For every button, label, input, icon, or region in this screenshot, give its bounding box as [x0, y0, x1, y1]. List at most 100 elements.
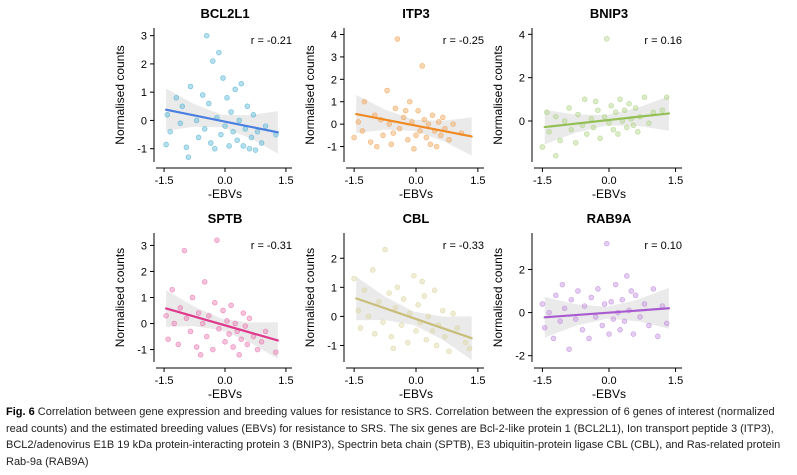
- data-point: [195, 134, 202, 141]
- data-point: [568, 296, 575, 303]
- data-point: [355, 119, 362, 125]
- data-point: [365, 313, 372, 320]
- data-point: [586, 335, 592, 342]
- data-point: [621, 107, 628, 113]
- data-point: [590, 124, 597, 131]
- x-tick-label: -1.5: [345, 175, 364, 187]
- data-point: [604, 35, 610, 42]
- data-point: [559, 281, 566, 288]
- data-point: [351, 134, 357, 141]
- x-tick-label: -1.5: [155, 175, 174, 187]
- data-point: [419, 63, 425, 69]
- data-point: [208, 140, 214, 146]
- data-point: [423, 134, 430, 141]
- data-point: [421, 293, 428, 299]
- data-point: [595, 286, 601, 292]
- data-point: [380, 132, 386, 139]
- data-point: [185, 154, 192, 160]
- data-point: [236, 352, 242, 358]
- chart-title: ITP3: [402, 6, 429, 21]
- data-point: [361, 98, 368, 105]
- chart-panel-itp3: -1 0 1 2 3 4 -1.5 0.0 1.5 ITP3 r = -0.25 -EBVs Norma…: [303, 6, 486, 201]
- y-tick-label: -1: [137, 345, 147, 357]
- data-point: [442, 333, 448, 340]
- data-point: [206, 312, 212, 319]
- data-point: [388, 141, 395, 148]
- data-point: [258, 140, 265, 146]
- data-point: [440, 114, 446, 121]
- data-point: [427, 141, 434, 148]
- data-point: [557, 318, 563, 324]
- y-tick-label: 1: [331, 97, 337, 109]
- data-point: [621, 318, 628, 324]
- y-tick-label: 0: [141, 319, 147, 331]
- data-point: [421, 116, 428, 123]
- chart-title: BNIP3: [590, 6, 628, 21]
- data-point: [230, 128, 236, 135]
- x-axis-label: -EBVs: [592, 187, 626, 201]
- y-tick-label: 1: [141, 293, 147, 305]
- data-point: [546, 309, 552, 316]
- correlation-label: r = -0.31: [251, 240, 292, 252]
- chart-panel-cbl: -1 0 1 2 -1.5 0.0 1.5 CBL r = -0.33 -EBVs Normalis…: [303, 211, 486, 400]
- correlation-label: r = 0.16: [644, 35, 682, 47]
- data-point: [466, 345, 473, 352]
- data-point: [566, 346, 572, 352]
- data-point: [610, 126, 617, 133]
- data-point: [446, 137, 452, 143]
- data-point: [646, 322, 652, 329]
- y-axis-label: Normalised counts: [303, 248, 317, 347]
- data-point: [440, 307, 446, 314]
- data-point: [610, 316, 617, 322]
- data-point: [226, 331, 232, 337]
- x-tick-label: 1.5: [278, 175, 293, 187]
- chart-panel-sptb: -1 0 1 2 3 -1.5 0.0 1.5 SPTB r = -0.31 -EBVs Normal…: [113, 211, 294, 400]
- data-point: [606, 120, 612, 126]
- data-point: [462, 339, 469, 346]
- data-point: [369, 267, 376, 273]
- data-point: [581, 96, 588, 103]
- data-point: [431, 287, 438, 293]
- x-tick-label: 0.0: [408, 375, 423, 387]
- y-tick-label: 2: [331, 74, 337, 86]
- chart-title: BCL2L1: [200, 6, 249, 21]
- data-point: [423, 336, 430, 343]
- data-point: [411, 146, 417, 152]
- data-point: [201, 279, 208, 285]
- data-point: [630, 122, 637, 129]
- data-point: [425, 313, 432, 320]
- data-point: [626, 100, 632, 107]
- data-point: [224, 95, 230, 101]
- data-point: [228, 109, 234, 115]
- data-point: [258, 339, 265, 345]
- data-point: [372, 331, 378, 337]
- y-tick-label: 1: [331, 282, 337, 294]
- x-tick-label: 0.0: [601, 375, 616, 387]
- correlation-label: r = -0.21: [251, 35, 292, 47]
- chart-panel-bcl2l1: -1 0 1 2 3 -1.5 0.0 1.5 BCL2L1 r = -0.21 -EBVs Norm…: [113, 6, 294, 201]
- data-point: [201, 126, 208, 132]
- data-point: [581, 303, 588, 309]
- data-point: [187, 328, 194, 335]
- data-point: [222, 123, 228, 129]
- data-point: [396, 125, 403, 132]
- data-point: [246, 315, 253, 322]
- data-point: [415, 302, 421, 308]
- data-point: [628, 288, 634, 294]
- data-point: [417, 128, 423, 134]
- figure-caption: Fig. 6 Correlation between gene expressi…: [6, 404, 792, 470]
- data-point: [419, 278, 425, 285]
- data-point: [183, 315, 190, 322]
- data-point: [617, 96, 623, 103]
- data-point: [164, 112, 171, 118]
- data-point: [539, 144, 546, 150]
- data-point: [557, 137, 563, 144]
- data-point: [568, 126, 575, 133]
- data-point: [553, 113, 559, 120]
- data-point: [561, 118, 568, 124]
- y-tick-label: 4: [519, 29, 525, 41]
- x-axis-label: -EBVs: [208, 187, 242, 201]
- data-point: [575, 111, 581, 118]
- data-point: [650, 286, 657, 292]
- data-point: [550, 335, 557, 342]
